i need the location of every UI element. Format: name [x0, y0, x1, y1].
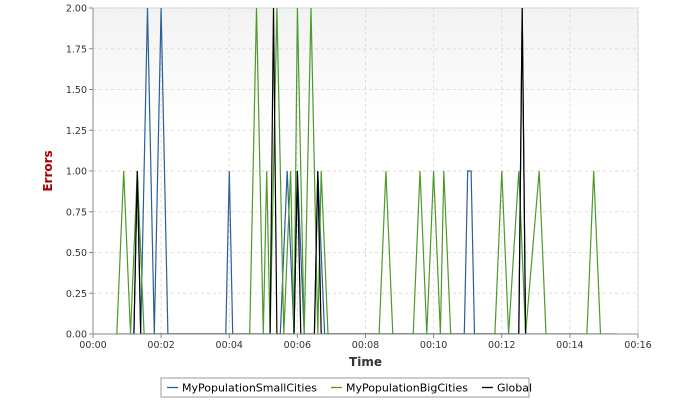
y-tick-label: 0.25 — [66, 289, 87, 300]
legend-label-global: Global — [497, 382, 532, 395]
x-tick-label: 00:10 — [420, 340, 447, 351]
x-tick-label: 00:00 — [79, 340, 106, 351]
x-axis-title: Time — [349, 355, 382, 369]
legend: MyPopulationSmallCities MyPopulationBigCi… — [160, 377, 532, 398]
x-tick-label: 00:12 — [488, 340, 515, 351]
axes: 00:00 00:02 00:04 00:06 00:08 00:10 00:12 00:14… — [66, 4, 652, 352]
series-line-global — [133, 8, 527, 334]
legend-label-my-population-small-cities: MyPopulationSmallCities — [182, 382, 317, 395]
series-layer — [116, 8, 618, 334]
y-tick-label: 1.75 — [66, 44, 87, 55]
x-tick-label: 00:08 — [352, 340, 379, 351]
legend-box — [160, 377, 530, 398]
x-tick-label: 00:16 — [624, 340, 651, 351]
series-line-my-population-big-cities — [116, 8, 602, 334]
legend-label-my-population-big-cities: MyPopulationBigCities — [346, 382, 468, 395]
y-tick-label: 1.00 — [66, 167, 87, 178]
legend-items: MyPopulationSmallCities MyPopulationBigCi… — [167, 382, 532, 395]
y-tick-label: 1.25 — [66, 126, 87, 137]
x-tick-label: 00:06 — [284, 340, 311, 351]
series-line-my-population-small-cities — [116, 8, 618, 334]
x-tick-label: 00:02 — [147, 340, 174, 351]
y-tick-label: 2.00 — [66, 4, 87, 15]
y-tick-label: 1.50 — [66, 85, 87, 96]
y-tick-label: 0.50 — [66, 248, 87, 259]
y-tick-label: 0.75 — [66, 207, 87, 218]
x-tick-label: 00:14 — [556, 340, 583, 351]
x-tick-label: 00:04 — [216, 340, 243, 351]
y-axis-title: Errors — [41, 150, 55, 191]
y-tick-label: 0.00 — [66, 330, 87, 341]
